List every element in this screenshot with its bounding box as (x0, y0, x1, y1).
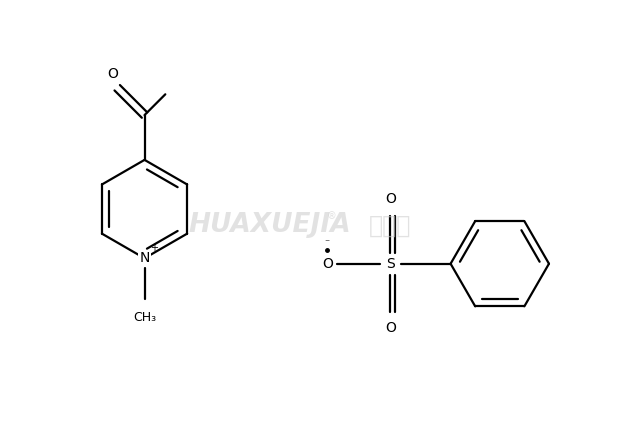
Text: ®: ® (326, 211, 336, 220)
Text: O: O (385, 321, 396, 335)
Text: O: O (322, 257, 333, 271)
Text: CH₃: CH₃ (133, 311, 156, 324)
Text: ⁻: ⁻ (324, 238, 329, 248)
Text: S: S (386, 257, 395, 271)
Text: O: O (385, 192, 396, 206)
Text: 化学加: 化学加 (370, 213, 412, 238)
Text: HUAXUEJIA: HUAXUEJIA (189, 213, 352, 238)
Text: +: + (151, 243, 159, 253)
Text: N: N (139, 251, 150, 265)
Text: O: O (107, 67, 118, 81)
